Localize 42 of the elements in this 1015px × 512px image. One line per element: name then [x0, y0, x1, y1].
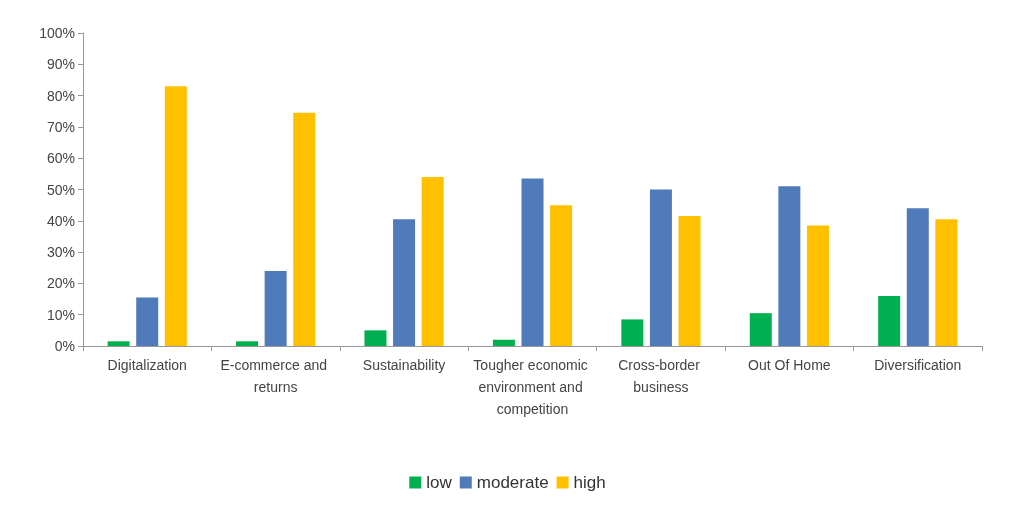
y-tick-label: 90% — [46, 56, 75, 73]
bar — [550, 205, 573, 346]
y-tick-label: 50% — [46, 181, 75, 198]
bar — [649, 189, 672, 346]
bar — [906, 208, 929, 346]
x-tick-label: Cross-border business — [618, 357, 704, 395]
bar — [678, 216, 701, 346]
bar — [935, 219, 958, 346]
bar — [107, 341, 130, 346]
y-tick-label: 100% — [39, 25, 75, 41]
bar — [164, 86, 187, 346]
bar — [421, 176, 444, 346]
bar — [878, 295, 901, 346]
bar — [778, 186, 801, 346]
y-tick-label: 10% — [46, 306, 75, 323]
x-tick-label: Diversification — [874, 357, 962, 373]
y-tick-label: 80% — [46, 87, 75, 104]
legend-label: moderate — [476, 473, 549, 492]
x-tick-label: E-commerce and returns — [220, 357, 331, 395]
legend-label: low — [426, 473, 453, 492]
bar — [136, 297, 159, 346]
y-tick-label: 20% — [46, 275, 75, 292]
bar — [364, 330, 387, 346]
bar — [806, 225, 829, 346]
y-tick-label: 40% — [46, 212, 75, 229]
bar — [749, 313, 772, 346]
x-tick-label: Digitalization — [107, 357, 187, 373]
y-tick-label: 30% — [46, 244, 75, 261]
x-tick-label: Tougher economic environment and competition — [473, 357, 592, 417]
y-tick-label: 60% — [46, 150, 75, 167]
bar — [492, 339, 515, 346]
bar — [293, 112, 316, 346]
bar — [393, 219, 416, 346]
bar — [521, 178, 544, 346]
legend-label: high — [573, 473, 606, 492]
bar — [264, 270, 287, 346]
bar — [621, 319, 644, 346]
y-tick-label: 70% — [46, 118, 75, 135]
y-tick-label: 0% — [54, 338, 75, 354]
x-tick-label: Sustainability — [362, 357, 446, 373]
bar — [236, 341, 259, 346]
x-tick-label: Out Of Home — [748, 357, 831, 373]
